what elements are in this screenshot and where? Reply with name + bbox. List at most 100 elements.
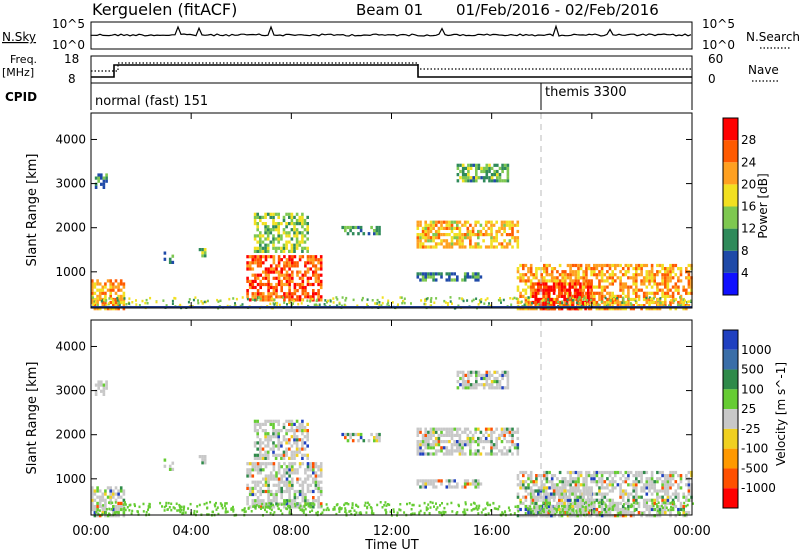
velocity-cell: [477, 373, 481, 377]
power-cell: [290, 228, 294, 232]
velocity-cell: [256, 471, 260, 475]
velocity-cell: [598, 489, 601, 493]
power-cell: [264, 267, 268, 271]
power-cell: [577, 273, 580, 277]
power-cell: [446, 304, 449, 307]
velocity-cell: [598, 501, 601, 504]
power-cell: [427, 236, 430, 240]
velocity-cell: [458, 446, 462, 450]
velocity-cell: [198, 455, 202, 459]
velocity-cell: [598, 486, 601, 490]
velocity-cell: [456, 440, 459, 444]
power-cell: [317, 273, 320, 277]
power-cell: [187, 300, 190, 304]
velocity-cell: [547, 514, 551, 518]
velocity-cell: [105, 508, 108, 511]
velocity-cell: [108, 501, 110, 504]
power-ytick-label: 4000: [55, 132, 86, 146]
velocity-cell: [574, 492, 578, 496]
power-cell: [645, 273, 649, 277]
velocity-cell: [448, 440, 451, 444]
power-cell: [648, 300, 651, 305]
power-ytick-label: 3000: [55, 177, 86, 191]
velocity-cell: [104, 501, 107, 505]
power-cell: [479, 229, 483, 234]
power-cell: [254, 261, 257, 265]
velocity-cell: [434, 443, 438, 447]
power-cell: [661, 304, 664, 308]
velocity-cell: [588, 504, 590, 507]
power-cell: [577, 267, 580, 271]
velocity-cell: [148, 503, 151, 506]
velocity-cell: [183, 505, 186, 508]
velocity-cell: [256, 483, 260, 487]
velocity-cell: [635, 483, 638, 487]
velocity-cell: [485, 383, 489, 387]
power-cell: [112, 285, 115, 289]
velocity-cell: [463, 427, 467, 431]
power-cell: [650, 279, 654, 283]
power-cell: [635, 279, 638, 283]
power-cell: [568, 297, 572, 302]
velocity-cell: [205, 501, 208, 505]
velocity-cell: [91, 489, 94, 493]
velocity-cell: [503, 427, 506, 431]
velocity-cell: [277, 435, 280, 439]
velocity-cell: [284, 501, 287, 504]
velocity-cell: [312, 496, 315, 500]
power-cell: [560, 294, 564, 298]
power-cell: [581, 294, 585, 298]
power-cell: [606, 276, 609, 280]
velocity-cell: [488, 386, 491, 390]
power-cell: [603, 279, 607, 283]
velocity-cell: [621, 504, 625, 509]
power-cell: [472, 298, 475, 302]
velocity-cell: [219, 502, 222, 505]
velocity-cell: [529, 511, 533, 515]
velocity-cell: [264, 429, 267, 433]
power-cell: [371, 299, 374, 302]
power-cell: [306, 249, 309, 253]
power-cell: [381, 296, 384, 299]
power-cell: [582, 298, 585, 301]
power-cell: [500, 245, 504, 249]
power-cell: [674, 273, 678, 277]
velocity-cell: [445, 427, 449, 431]
power-cell: [490, 173, 494, 177]
power-cell: [558, 300, 561, 305]
velocity-cell: [519, 514, 522, 518]
power-cell: [498, 166, 502, 170]
velocity-cell: [304, 496, 307, 500]
velocity-cell: [326, 506, 329, 510]
velocity-cell: [427, 436, 430, 441]
power-cell: [474, 242, 477, 246]
power-cell: [627, 291, 630, 295]
power-cell: [619, 285, 622, 289]
power-cell: [256, 289, 260, 293]
velocity-cell: [635, 498, 638, 502]
power-cell: [664, 291, 667, 295]
velocity-cell: [274, 456, 278, 460]
power-cell: [653, 291, 656, 295]
velocity-cell: [456, 386, 460, 390]
power-cell: [564, 279, 567, 283]
velocity-cell: [632, 474, 635, 478]
velocity-cell: [482, 508, 485, 511]
velocity-cell: [272, 462, 276, 466]
velocity-cell: [314, 471, 318, 475]
power-cell: [306, 231, 309, 235]
velocity-cell: [290, 425, 294, 430]
power-cell: [458, 233, 462, 237]
power-cell: [461, 176, 465, 180]
power-cell: [629, 297, 633, 302]
velocity-cell: [569, 470, 572, 475]
power-cell: [650, 285, 654, 289]
velocity-colorbar-segment: [723, 409, 738, 429]
velocity-cell: [670, 508, 673, 512]
power-cell: [375, 232, 379, 236]
power-cell: [203, 254, 207, 258]
power-cell: [288, 276, 291, 280]
velocity-cell: [669, 511, 672, 515]
velocity-cell: [269, 499, 273, 503]
velocity-cell: [543, 474, 546, 478]
